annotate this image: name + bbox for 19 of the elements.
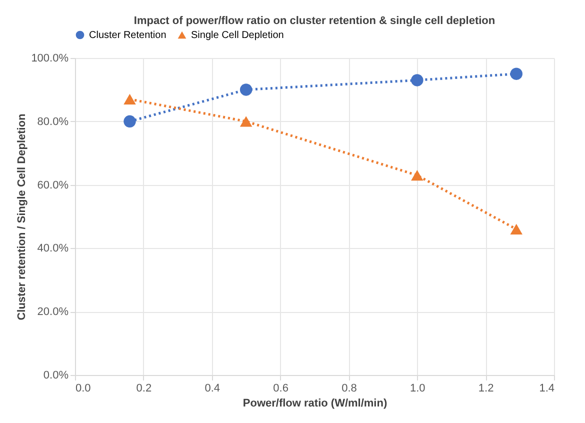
x-tick-label: 0.6 [273, 382, 288, 394]
y-tick-label: 80.0% [37, 116, 69, 128]
chart-title: Impact of power/flow ratio on cluster retention & single cell depletion [134, 15, 496, 27]
x-tick-label: 0.8 [342, 382, 357, 394]
x-tick-label: 0.2 [136, 382, 152, 394]
y-tick-label: 60.0% [37, 179, 69, 192]
x-tick-label: 0.4 [204, 382, 220, 394]
y-tick-label: 20.0% [37, 306, 69, 318]
x-tick-label: 1.4 [539, 382, 554, 394]
x-tick-label: 1.2 [478, 382, 494, 394]
x-tick-label: 0.0 [76, 382, 91, 394]
y-tick-label: 40.0% [37, 242, 69, 255]
x-axis-title: Power/flow ratio (W/ml/min) [242, 398, 388, 410]
legend-label: Cluster Retention [89, 30, 166, 41]
x-tick-label: 1.0 [410, 382, 426, 394]
y-tick-label: 100.0% [31, 52, 69, 64]
legend-label: Single Cell Depletion [191, 30, 284, 41]
y-axis-title: Cluster retention / Single Cell Depletion [16, 113, 28, 320]
y-tick-label: 0.0% [43, 370, 69, 382]
